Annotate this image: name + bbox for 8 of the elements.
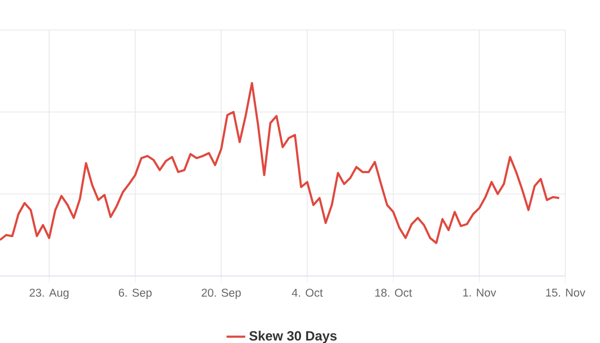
x-tick-label: 23. Aug: [30, 288, 68, 299]
x-tick-label: 18. Oct: [375, 288, 412, 297]
x-tick-label: 4. Oct: [292, 288, 323, 297]
x-tick-label: 6. Sep: [118, 288, 152, 299]
legend-label: Skew 30 Days: [249, 330, 337, 343]
x-tick-label: 20. Sep: [202, 288, 241, 299]
x-tick-label: 1. Nov: [463, 288, 496, 297]
x-tick-label: 15. Nov: [546, 288, 586, 297]
